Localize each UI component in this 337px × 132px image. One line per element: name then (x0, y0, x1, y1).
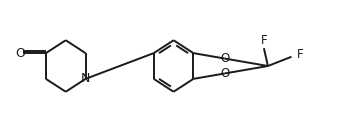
Text: N: N (81, 72, 90, 85)
Text: O: O (220, 67, 229, 80)
Text: F: F (297, 48, 303, 61)
Text: O: O (220, 52, 229, 65)
Text: O: O (16, 47, 26, 60)
Text: F: F (261, 34, 267, 47)
